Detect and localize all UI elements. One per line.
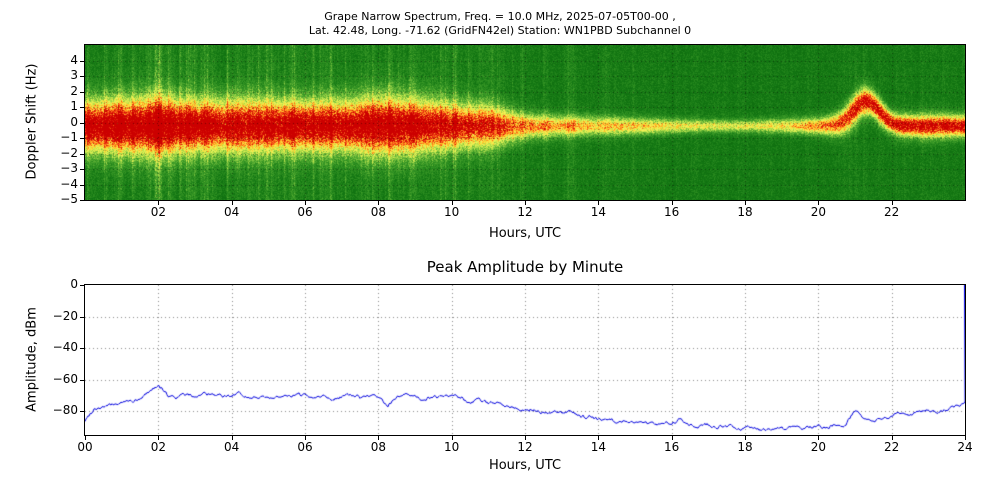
- spectrogram-xlabel: Hours, UTC: [488, 226, 562, 241]
- spectrogram-x-tick-label: 04: [224, 205, 240, 219]
- spectrogram-y-tick-label: 1: [70, 99, 78, 113]
- tick-mark: [80, 200, 84, 201]
- tick-mark: [80, 184, 84, 186]
- spectrogram-x-tick-label: 20: [810, 205, 826, 219]
- amplitude-x-tick-label: 14: [590, 440, 606, 454]
- tick-mark: [158, 201, 160, 205]
- spectrogram-y-tick-label: −4: [60, 176, 78, 191]
- spectrogram-y-tick-label: −1: [60, 130, 78, 144]
- spectrogram-x-tick-label: 14: [590, 205, 606, 219]
- amplitude-x-tick-label: 08: [370, 440, 386, 454]
- tick-mark: [671, 436, 673, 440]
- tick-mark: [378, 201, 380, 205]
- amplitude-x-tick-label: 22: [884, 440, 900, 454]
- tick-mark: [80, 107, 84, 108]
- amplitude-canvas: [85, 285, 965, 435]
- spectrogram-canvas: [85, 45, 965, 200]
- tick-mark: [525, 201, 526, 205]
- tick-mark: [80, 138, 84, 139]
- spectrogram-x-tick-label: 18: [737, 205, 753, 219]
- amplitude-x-tick-label: 24: [957, 440, 973, 454]
- spectrogram-y-tick-label: 0: [70, 114, 78, 129]
- spectrogram-x-tick-label: 06: [297, 205, 313, 219]
- amplitude-x-tick-label: 04: [224, 440, 240, 454]
- amplitude-y-tick-label: 0: [70, 277, 78, 291]
- amplitude-x-tick-label: 00: [77, 440, 93, 454]
- tick-mark: [85, 436, 86, 440]
- spectrogram-y-tick-label: −5: [60, 192, 78, 206]
- spectrogram-y-tick-label: −3: [60, 161, 78, 175]
- spectrogram-x-tick-label: 10: [444, 205, 460, 219]
- spectrogram-x-tick-label: 08: [370, 205, 386, 219]
- tick-mark: [80, 91, 84, 93]
- amplitude-x-tick-label: 02: [150, 440, 166, 454]
- amplitude-x-tick-label: 18: [737, 440, 753, 454]
- spectrogram-x-tick-label: 22: [884, 205, 900, 219]
- tick-mark: [818, 201, 820, 205]
- tick-mark: [965, 436, 966, 440]
- amplitude-xlabel: Hours, UTC: [488, 458, 562, 473]
- tick-mark: [80, 348, 84, 350]
- amplitude-x-tick-label: 20: [810, 440, 826, 454]
- tick-mark: [525, 436, 526, 440]
- tick-mark: [598, 436, 600, 440]
- amplitude-y-tick-label: −80: [52, 403, 78, 418]
- tick-mark: [378, 436, 380, 440]
- tick-mark: [745, 436, 746, 440]
- tick-mark: [305, 201, 306, 205]
- amplitude-x-tick-label: 12: [517, 440, 533, 454]
- spectrogram-title-line2: Lat. 42.48, Long. -71.62 (GridFN42el) St…: [308, 24, 692, 37]
- tick-mark: [80, 122, 84, 124]
- tick-mark: [451, 201, 453, 205]
- amplitude-x-tick-label: 16: [664, 440, 680, 454]
- spectrogram-x-tick-label: 12: [517, 205, 533, 219]
- tick-mark: [451, 436, 453, 440]
- tick-mark: [80, 379, 84, 381]
- amplitude-x-tick-label: 10: [444, 440, 460, 454]
- tick-mark: [598, 201, 600, 205]
- tick-mark: [745, 201, 746, 205]
- spectrogram-title-line1: Grape Narrow Spectrum, Freq. = 10.0 MHz,…: [324, 10, 676, 23]
- tick-mark: [80, 411, 84, 413]
- tick-mark: [891, 201, 893, 205]
- tick-mark: [80, 316, 84, 318]
- tick-mark: [671, 201, 673, 205]
- tick-mark: [891, 436, 893, 440]
- amplitude-y-tick-label: −60: [52, 371, 78, 386]
- spectrogram-y-tick-label: 2: [70, 83, 78, 98]
- tick-mark: [80, 169, 84, 170]
- amplitude-plot-area: [84, 284, 966, 436]
- spectrogram-x-tick-label: 02: [150, 205, 166, 219]
- amplitude-title: Peak Amplitude by Minute: [426, 258, 624, 276]
- tick-mark: [231, 201, 233, 205]
- tick-mark: [158, 436, 160, 440]
- spectrogram-y-tick-label: 3: [70, 68, 78, 82]
- amplitude-y-tick-label: −40: [52, 340, 78, 355]
- tick-mark: [305, 436, 306, 440]
- tick-mark: [80, 285, 84, 286]
- tick-mark: [80, 153, 84, 155]
- amplitude-y-tick-label: −20: [52, 308, 78, 323]
- spectrogram-plot-area: [84, 44, 966, 201]
- tick-mark: [818, 436, 820, 440]
- tick-mark: [80, 60, 84, 62]
- tick-mark: [231, 436, 233, 440]
- spectrogram-x-tick-label: 16: [664, 205, 680, 219]
- spectrogram-y-tick-label: −2: [60, 145, 78, 160]
- amplitude-x-tick-label: 06: [297, 440, 313, 454]
- tick-mark: [80, 76, 84, 77]
- spectrogram-y-tick-label: 4: [70, 52, 78, 67]
